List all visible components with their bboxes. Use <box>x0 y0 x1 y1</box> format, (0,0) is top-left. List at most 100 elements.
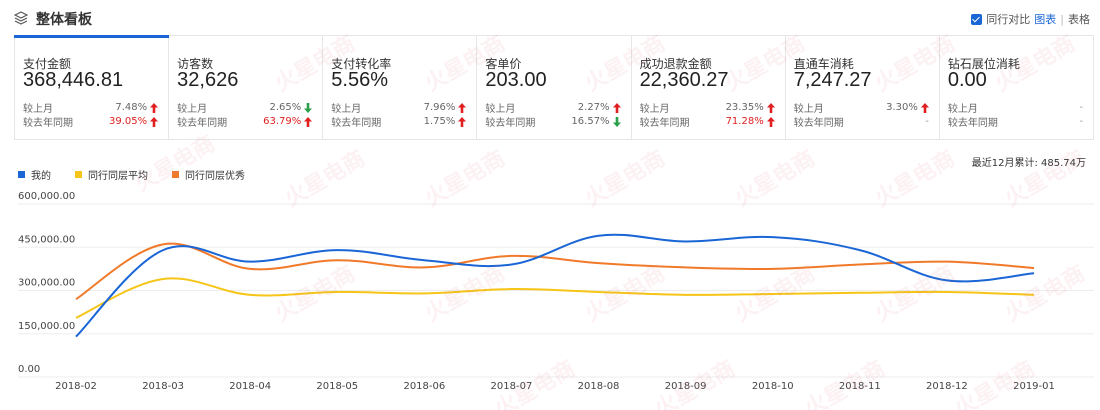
metrics-panel: 支付金额 368,446.81 较上月 7.48% 较去年同期 39.05% 访客数 32,6… <box>13 35 1094 140</box>
metric-mom-label: 较上月 <box>331 104 362 115</box>
x-tick-label: 2018-10 <box>752 381 794 392</box>
metric-value: 0.00 <box>947 69 987 91</box>
y-tick-label: 0.00 <box>18 364 40 375</box>
metric-mom-change: 2.27% <box>578 100 621 115</box>
metric-yoy-change: 16.57% <box>571 114 621 129</box>
legend-item-avg[interactable]: 同行同层平均 <box>75 167 148 182</box>
x-tick-label: 2018-07 <box>491 381 533 392</box>
legend-swatch <box>75 171 82 178</box>
y-tick-label: 600,000.00 <box>18 191 75 202</box>
metric-label: 支付金额 <box>23 57 72 71</box>
metric-mom-pct: 2.65% <box>269 102 302 113</box>
metric-card[interactable]: 钻石展位消耗 0.00 较上月 - 较去年同期 - <box>940 36 1093 139</box>
x-tick-label: 2018-02 <box>55 381 97 392</box>
view-controls: 同行对比 图表 | 表格 <box>971 11 1090 27</box>
metric-card[interactable]: 访客数 32,626 较上月 2.65% 较去年同期 63.79% <box>169 36 324 139</box>
arrow-down-icon <box>304 102 313 113</box>
metric-mom-label: 较上月 <box>23 104 53 115</box>
metric-yoy-pct: 16.57% <box>571 116 610 127</box>
metric-yoy-pct: 71.28% <box>725 116 764 127</box>
metric-mom-row: 较上月 - <box>948 100 1083 115</box>
metric-mom-row: 较上月 2.27% <box>485 100 621 115</box>
metric-yoy-row: 较去年同期 63.79% <box>177 114 313 129</box>
trend-chart: 600,000.00 450,000.00 300,000.00 150,000.00… <box>18 191 1094 392</box>
arrow-up-icon <box>304 116 313 127</box>
metric-value: 368,446.81 <box>23 69 124 91</box>
metric-value: 32,626 <box>177 69 239 91</box>
metric-mom-change: 7.48% <box>115 100 159 115</box>
series-line-avg <box>75 277 1035 319</box>
metric-label: 客单价 <box>485 57 522 71</box>
metric-mom-pct: 7.48% <box>115 102 148 113</box>
cumulative-total: 最近12月累计: 485.74万 <box>971 158 1086 169</box>
metric-yoy-label: 较去年同期 <box>177 118 228 129</box>
page-title: 整体看板 <box>36 12 92 28</box>
dashboard-header: 整体看板 同行对比 图表 | 表格 <box>0 0 1100 34</box>
metric-mom-pct: 2.27% <box>577 102 610 113</box>
metric-yoy-row: 较去年同期 1.75% <box>331 114 467 129</box>
y-tick-label: 300,000.00 <box>18 278 75 289</box>
x-tick-label: 2018-03 <box>142 381 184 392</box>
metric-mom-label: 较上月 <box>485 104 516 115</box>
metric-yoy-pct: - <box>925 116 929 127</box>
metric-label: 钻石展位消耗 <box>947 57 1020 71</box>
metric-mom-change: 2.65% <box>270 100 313 115</box>
metric-mom-label: 较上月 <box>793 104 824 115</box>
legend-label: 我的 <box>31 171 51 182</box>
metric-yoy-change: 71.28% <box>726 114 775 129</box>
metric-yoy-label: 较去年同期 <box>485 118 536 129</box>
metric-mom-change: 23.35% <box>726 100 775 115</box>
x-tick-label: 2018-05 <box>316 381 358 392</box>
metric-yoy-row: 较去年同期 39.05% <box>23 114 159 129</box>
metric-mom-row: 较上月 7.96% <box>331 100 467 115</box>
metric-mom-row: 较上月 7.48% <box>23 100 159 115</box>
arrow-up-icon <box>766 116 775 127</box>
metric-yoy-row: 较去年同期 71.28% <box>640 114 775 129</box>
x-tick-label: 2018-04 <box>229 381 271 392</box>
metric-card[interactable]: 直通车消耗 7,247.27 较上月 3.30% 较去年同期 - <box>786 36 940 139</box>
metric-yoy-change: 39.05% <box>109 114 159 129</box>
metric-value: 5.56% <box>331 69 388 91</box>
x-tick-label: 2018-08 <box>578 381 620 392</box>
metric-mom-row: 较上月 2.65% <box>177 100 313 115</box>
metric-mom-row: 较上月 23.35% <box>640 100 775 115</box>
metric-mom-change: 3.30% <box>886 100 929 115</box>
metric-label: 成功退款金额 <box>639 57 712 71</box>
metric-label: 访客数 <box>177 57 214 71</box>
metric-mom-pct: 7.96% <box>423 102 456 113</box>
arrow-up-icon <box>766 102 775 113</box>
metric-yoy-label: 较去年同期 <box>23 118 73 129</box>
metric-card[interactable]: 支付转化率 5.56% 较上月 7.96% 较去年同期 1.75% <box>323 36 478 139</box>
metric-mom-change: 7.96% <box>424 100 467 115</box>
metric-mom-change: - <box>1079 100 1083 115</box>
metric-label: 直通车消耗 <box>793 57 854 71</box>
metric-mom-pct: 23.35% <box>725 102 764 113</box>
metric-yoy-change: 1.75% <box>424 114 467 129</box>
metric-yoy-label: 较去年同期 <box>331 118 382 129</box>
compare-label[interactable]: 同行对比 <box>986 13 1031 26</box>
metric-yoy-row: 较去年同期 16.57% <box>485 114 621 129</box>
series-line-mine <box>75 233 1035 338</box>
view-separator: | <box>1060 12 1064 26</box>
metric-yoy-pct: 1.75% <box>423 116 456 127</box>
metric-yoy-label: 较去年同期 <box>639 118 690 129</box>
compare-checkbox[interactable] <box>971 13 983 25</box>
metric-yoy-pct: 63.79% <box>263 116 302 127</box>
view-table-link[interactable]: 表格 <box>1068 13 1090 26</box>
metric-card[interactable]: 支付金额 368,446.81 较上月 7.48% 较去年同期 39.05% <box>13 35 170 139</box>
metric-mom-pct: 3.30% <box>886 102 918 113</box>
metric-card[interactable]: 成功退款金额 22,360.27 较上月 23.35% 较去年同期 71.28% <box>632 36 786 139</box>
y-tick-label: 150,000.00 <box>18 321 75 332</box>
series-line-best <box>75 242 1035 300</box>
metric-card[interactable]: 客单价 203.00 较上月 2.27% 较去年同期 16.57% <box>477 36 632 139</box>
arrow-up-icon <box>612 102 621 113</box>
legend-swatch <box>172 171 179 178</box>
y-tick-label: 450,000.00 <box>18 234 75 245</box>
x-tick-label: 2018-09 <box>665 381 707 392</box>
legend-item-mine[interactable]: 我的 <box>18 167 51 182</box>
chart-legend: 我的 同行同层平均 同行同层优秀 <box>18 167 245 182</box>
metric-value: 22,360.27 <box>639 69 729 91</box>
view-chart-link[interactable]: 图表 <box>1034 13 1057 26</box>
legend-item-best[interactable]: 同行同层优秀 <box>172 167 245 182</box>
metric-mom-label: 较上月 <box>177 104 208 115</box>
